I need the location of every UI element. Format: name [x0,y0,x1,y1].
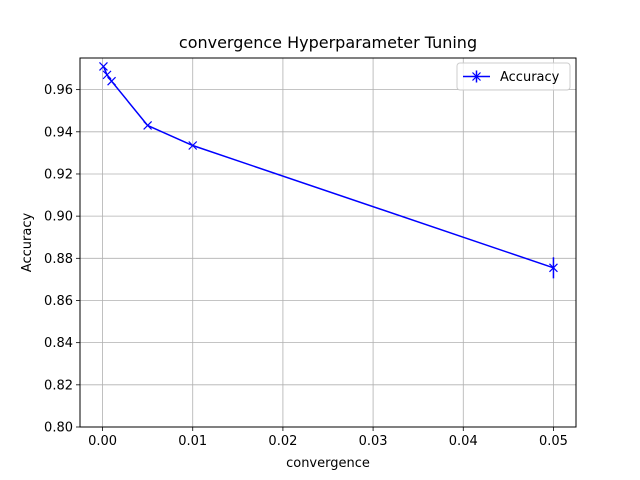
y-tick-label: 0.96 [44,83,73,98]
data-point [107,76,116,86]
x-tick-label: 0.03 [359,434,388,449]
ticks: 0.00 0.01 0.02 0.03 0.04 0.05 0.80 0.82 0.84 0.86… [44,83,568,449]
data-point [188,141,198,150]
legend: Accuracy [456,62,571,91]
data-point [143,121,153,130]
y-tick-label: 0.88 [44,252,73,267]
legend-marker [472,70,481,83]
y-tick-label: 0.94 [44,125,73,140]
x-tick-label: 0.05 [539,434,568,449]
x-tick-label: 0.04 [449,434,478,449]
x-axis-label: convergence [286,456,370,471]
y-tick-label: 0.84 [44,336,73,351]
y-tick-label: 0.80 [44,421,73,436]
y-axis-label: Accuracy [20,213,35,273]
legend-box [456,62,571,91]
legend-entry-accuracy: Accuracy [500,70,560,85]
marker-stroke [549,263,558,273]
y-tick-label: 0.92 [44,167,73,182]
chart-title: convergence Hyperparameter Tuning [179,33,477,52]
data-point [99,62,108,71]
x-tick-label: 0.00 [88,434,117,449]
marker-stroke [102,70,112,80]
x-tick-label: 0.01 [178,434,207,449]
y-tick-label: 0.90 [44,210,73,225]
data-point [102,70,112,80]
x-tick-label: 0.02 [268,434,297,449]
plot-frame [79,57,577,428]
marker-stroke [143,121,153,130]
series-layer [99,62,558,279]
y-tick-label: 0.82 [44,378,73,393]
marker-stroke [99,62,108,71]
marker-stroke [107,76,116,86]
grid [80,58,576,428]
data-point [549,263,558,273]
marker-stroke [188,141,198,150]
y-tick-label: 0.86 [44,294,73,309]
